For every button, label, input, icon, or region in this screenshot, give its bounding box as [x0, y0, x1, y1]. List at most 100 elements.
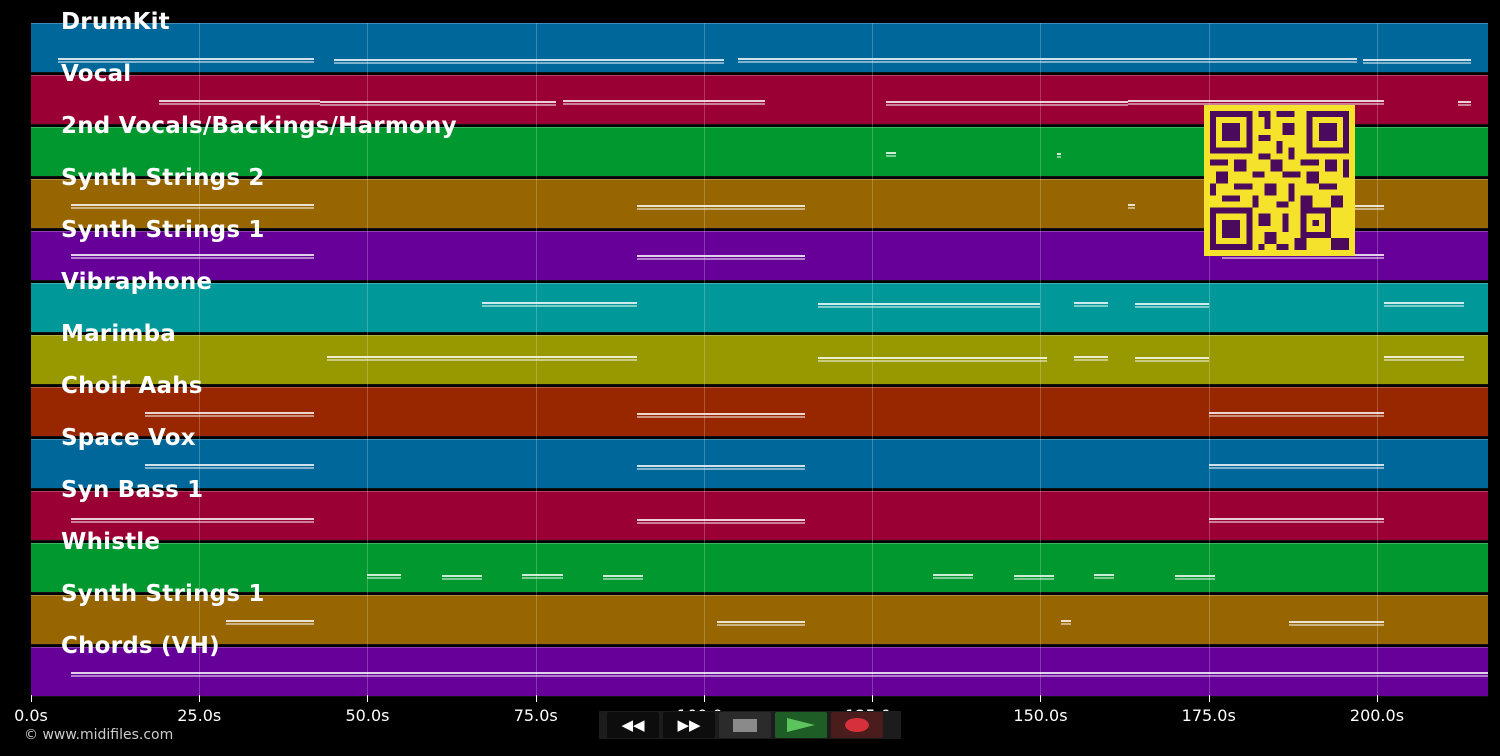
- qr-code: [1204, 105, 1355, 256]
- note-segment: [1363, 62, 1472, 64]
- note-segment: [562, 100, 765, 102]
- track-label: Space Vox: [61, 425, 196, 451]
- axis-tick: [199, 695, 201, 702]
- note-segment: [603, 578, 644, 580]
- track-row[interactable]: Choir Aahs: [31, 373, 1488, 437]
- note-segment: [1383, 305, 1465, 307]
- note-segment: [71, 204, 314, 206]
- note-segment: [818, 306, 1041, 308]
- note-segment: [333, 62, 725, 64]
- track-label: Marimba: [61, 321, 176, 347]
- track-row[interactable]: DrumKit: [31, 9, 1488, 73]
- note-segment: [1127, 100, 1384, 102]
- play-icon: [787, 718, 815, 732]
- qr-code-icon: [1204, 105, 1355, 256]
- note-segment: [932, 577, 974, 579]
- note-segment: [333, 59, 725, 61]
- record-icon: [845, 718, 869, 732]
- stop-icon: [733, 718, 757, 732]
- note-segment: [327, 359, 637, 361]
- axis-tick: [31, 695, 32, 702]
- note-segment: [885, 152, 896, 154]
- track-row[interactable]: Space Vox: [31, 425, 1488, 489]
- note-segment: [481, 305, 637, 307]
- note-segment: [1175, 575, 1216, 577]
- note-segment: [1094, 574, 1115, 576]
- axis-tick: [1040, 695, 1042, 702]
- track-row[interactable]: Synth Strings 1: [31, 581, 1488, 645]
- note-segment: [1074, 359, 1108, 361]
- note-segment: [1074, 305, 1108, 307]
- note-segment: [1383, 356, 1465, 358]
- note-segment: [818, 360, 1048, 362]
- note-segment: [818, 303, 1041, 305]
- note-segment: [1134, 357, 1209, 359]
- note-segment: [522, 577, 563, 579]
- note-segment: [636, 519, 805, 521]
- note-segment: [737, 58, 1357, 60]
- note-segment: [145, 412, 314, 414]
- note-segment: [717, 624, 805, 626]
- note-segment: [636, 468, 805, 470]
- note-segment: [717, 621, 805, 623]
- track-row[interactable]: Chords (VH): [31, 633, 1488, 697]
- track-row[interactable]: Marimba: [31, 321, 1488, 385]
- fast-forward-button[interactable]: ▶▶: [663, 712, 715, 738]
- note-segment: [636, 465, 805, 467]
- track-label: Vocal: [61, 61, 132, 87]
- note-segment: [1127, 207, 1135, 209]
- note-segment: [636, 416, 805, 418]
- track-row[interactable]: Whistle: [31, 529, 1488, 593]
- note-segment: [1222, 257, 1384, 259]
- note-segment: [1289, 621, 1384, 623]
- track-label: Synth Strings 1: [61, 581, 265, 607]
- axis-tick-label: 0.0s: [14, 706, 48, 725]
- note-segment: [1457, 101, 1472, 103]
- note-segment: [636, 255, 805, 257]
- stop-button[interactable]: [719, 712, 771, 738]
- copyright-text: © www.midifiles.com: [24, 727, 174, 743]
- note-segment: [737, 61, 1357, 63]
- note-segment: [1175, 578, 1216, 580]
- note-segment: [145, 415, 314, 417]
- note-segment: [818, 357, 1048, 359]
- note-segment: [320, 104, 556, 106]
- note-segment: [1134, 306, 1209, 308]
- axis-tick-label: 175.0s: [1181, 706, 1236, 725]
- note-segment: [441, 578, 482, 580]
- note-segment: [1057, 153, 1061, 155]
- note-segment: [71, 672, 1488, 674]
- axis-tick-label: 25.0s: [177, 706, 222, 725]
- note-segment: [57, 61, 314, 63]
- note-segment: [145, 464, 314, 466]
- note-segment: [522, 574, 563, 576]
- note-segment: [1208, 464, 1384, 466]
- rewind-button[interactable]: ◀◀: [607, 712, 659, 738]
- track-row[interactable]: Vibraphone: [31, 269, 1488, 333]
- track-label: Chords (VH): [61, 633, 220, 659]
- note-segment: [1057, 156, 1061, 158]
- note-segment: [636, 522, 805, 524]
- note-segment: [1134, 303, 1209, 305]
- note-segment: [71, 518, 314, 520]
- note-segment: [226, 620, 314, 622]
- record-button[interactable]: [831, 712, 883, 738]
- note-segment: [481, 302, 637, 304]
- track-label: Whistle: [61, 529, 161, 555]
- note-segment: [71, 521, 314, 523]
- note-segment: [71, 675, 1488, 677]
- note-segment: [1013, 575, 1054, 577]
- track-label: 2nd Vocals/Backings/Harmony: [61, 113, 457, 139]
- note-segment: [603, 575, 644, 577]
- note-segment: [885, 155, 896, 157]
- note-segment: [1383, 359, 1465, 361]
- track-label: Choir Aahs: [61, 373, 203, 399]
- rewind-icon: ◀◀: [621, 716, 645, 734]
- play-button[interactable]: [775, 712, 827, 738]
- track-label: Vibraphone: [61, 269, 213, 295]
- note-segment: [1208, 415, 1384, 417]
- note-segment: [1013, 578, 1054, 580]
- track-row[interactable]: Syn Bass 1: [31, 477, 1488, 541]
- note-segment: [158, 100, 321, 102]
- transport-controls: ◀◀ ▶▶: [599, 711, 901, 739]
